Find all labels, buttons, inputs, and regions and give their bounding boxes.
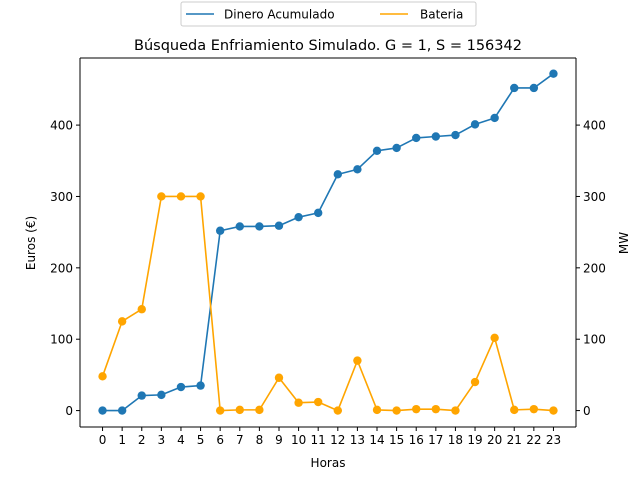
x-tick-label: 3 — [158, 433, 166, 447]
x-tick-label: 18 — [448, 433, 463, 447]
plot-area — [80, 58, 576, 427]
y2-tick-label: 300 — [583, 190, 606, 204]
data-point-dinero-acumulado — [255, 222, 264, 231]
data-point-bateria — [137, 305, 146, 314]
data-point-bateria — [431, 404, 441, 414]
data-point-dinero-acumulado — [490, 113, 499, 123]
data-point-bateria — [510, 405, 519, 415]
x-tick-label: 6 — [216, 433, 224, 447]
chart-title: Búsqueda Enfriamiento Simulado. G = 1, S… — [134, 38, 522, 54]
legend-label-bateria: Bateria — [420, 8, 463, 22]
x-tick-label: 8 — [256, 433, 264, 447]
legend-box — [180, 1, 477, 27]
data-point-bateria — [490, 333, 499, 342]
data-point-dinero-acumulado — [157, 390, 166, 400]
data-point-dinero-acumulado — [353, 165, 362, 174]
x-tick-label: 19 — [467, 433, 482, 447]
data-point-bateria — [157, 192, 166, 201]
right-series-layer — [98, 192, 558, 415]
y2-axis-label: MW — [617, 232, 631, 254]
data-point-dinero-acumulado — [392, 143, 401, 153]
data-point-bateria — [470, 377, 480, 387]
data-point-bateria — [117, 317, 127, 326]
data-point-bateria — [529, 404, 539, 414]
data-point-bateria — [294, 398, 303, 407]
data-point-dinero-acumulado — [412, 133, 421, 143]
y2-tick-label: 400 — [583, 119, 606, 133]
x-tick-label: 12 — [330, 433, 345, 447]
data-point-dinero-acumulado — [98, 406, 107, 415]
y2-tick-label: 0 — [583, 404, 591, 418]
data-point-dinero-acumulado — [451, 130, 460, 140]
data-point-dinero-acumulado — [117, 406, 127, 415]
data-point-dinero-acumulado — [176, 382, 186, 392]
data-point-dinero-acumulado — [313, 208, 323, 218]
y2-axis-ticks: 0 100 200 300 400 — [576, 119, 606, 418]
x-tick-label: 15 — [389, 433, 404, 447]
x-tick-label: 2 — [138, 433, 146, 447]
x-tick-label: 9 — [275, 433, 283, 447]
y2-tick-label: 100 — [583, 333, 606, 347]
data-point-bateria — [235, 405, 244, 415]
plot-frame — [79, 57, 577, 428]
data-point-bateria — [176, 192, 186, 201]
y-axis-label: Euros (€) — [24, 216, 38, 270]
data-point-dinero-acumulado — [235, 222, 244, 231]
y-tick-label: 200 — [50, 261, 73, 275]
x-tick-label: 11 — [311, 433, 326, 447]
data-point-bateria — [313, 397, 323, 407]
x-tick-label: 13 — [350, 433, 365, 447]
data-point-bateria — [196, 192, 205, 201]
x-tick-label: 16 — [409, 433, 424, 447]
data-point-bateria — [255, 405, 264, 415]
data-point-dinero-acumulado — [137, 391, 146, 400]
y2-tick-label: 200 — [583, 261, 606, 275]
data-point-dinero-acumulado — [372, 146, 382, 155]
x-tick-label: 4 — [177, 433, 185, 447]
x-axis-label: Horas — [311, 456, 346, 470]
x-tick-label: 1 — [118, 433, 126, 447]
data-point-dinero-acumulado — [431, 132, 441, 141]
data-point-bateria — [392, 406, 401, 415]
data-point-bateria — [333, 406, 343, 415]
data-point-dinero-acumulado — [333, 170, 343, 179]
data-point-dinero-acumulado — [274, 221, 284, 230]
x-tick-label: 20 — [487, 433, 502, 447]
x-tick-label: 5 — [197, 433, 205, 447]
data-point-dinero-acumulado — [470, 120, 480, 129]
left-series-layer — [98, 69, 558, 415]
y-axis-ticks: 0 100 200 300 400 — [50, 119, 80, 418]
x-tick-label: 7 — [236, 433, 244, 447]
data-point-dinero-acumulado — [294, 212, 303, 222]
x-tick-label: 0 — [99, 433, 107, 447]
x-tick-label: 21 — [507, 433, 522, 447]
y-tick-label: 400 — [50, 119, 73, 133]
x-tick-label: 22 — [526, 433, 541, 447]
data-point-dinero-acumulado — [196, 381, 205, 390]
data-point-bateria — [412, 404, 421, 414]
legend-label-dinero: Dinero Acumulado — [224, 8, 335, 22]
data-point-dinero-acumulado — [529, 83, 539, 93]
x-axis-ticks: 0 1 2 3 4 5 6 7 8 9 10 11 12 13 14 15 16 17 18 19 20 21 22 23 — [99, 427, 561, 447]
data-point-bateria — [451, 406, 460, 415]
data-point-dinero-acumulado — [549, 69, 558, 78]
data-point-bateria — [98, 372, 107, 381]
y-tick-label: 300 — [50, 190, 73, 204]
x-tick-label: 14 — [369, 433, 384, 447]
y-tick-label: 0 — [65, 404, 73, 418]
legend: Dinero Acumulado Bateria — [180, 1, 477, 27]
data-point-dinero-acumulado — [510, 83, 519, 93]
data-point-bateria — [353, 356, 362, 365]
x-tick-label: 10 — [291, 433, 306, 447]
x-tick-label: 23 — [546, 433, 561, 447]
data-point-bateria — [549, 406, 558, 415]
x-tick-label: 17 — [428, 433, 443, 447]
data-point-bateria — [372, 405, 382, 415]
data-point-dinero-acumulado — [215, 226, 225, 235]
y-tick-label: 100 — [50, 333, 73, 347]
data-point-bateria — [215, 406, 225, 415]
data-point-bateria — [274, 373, 284, 382]
